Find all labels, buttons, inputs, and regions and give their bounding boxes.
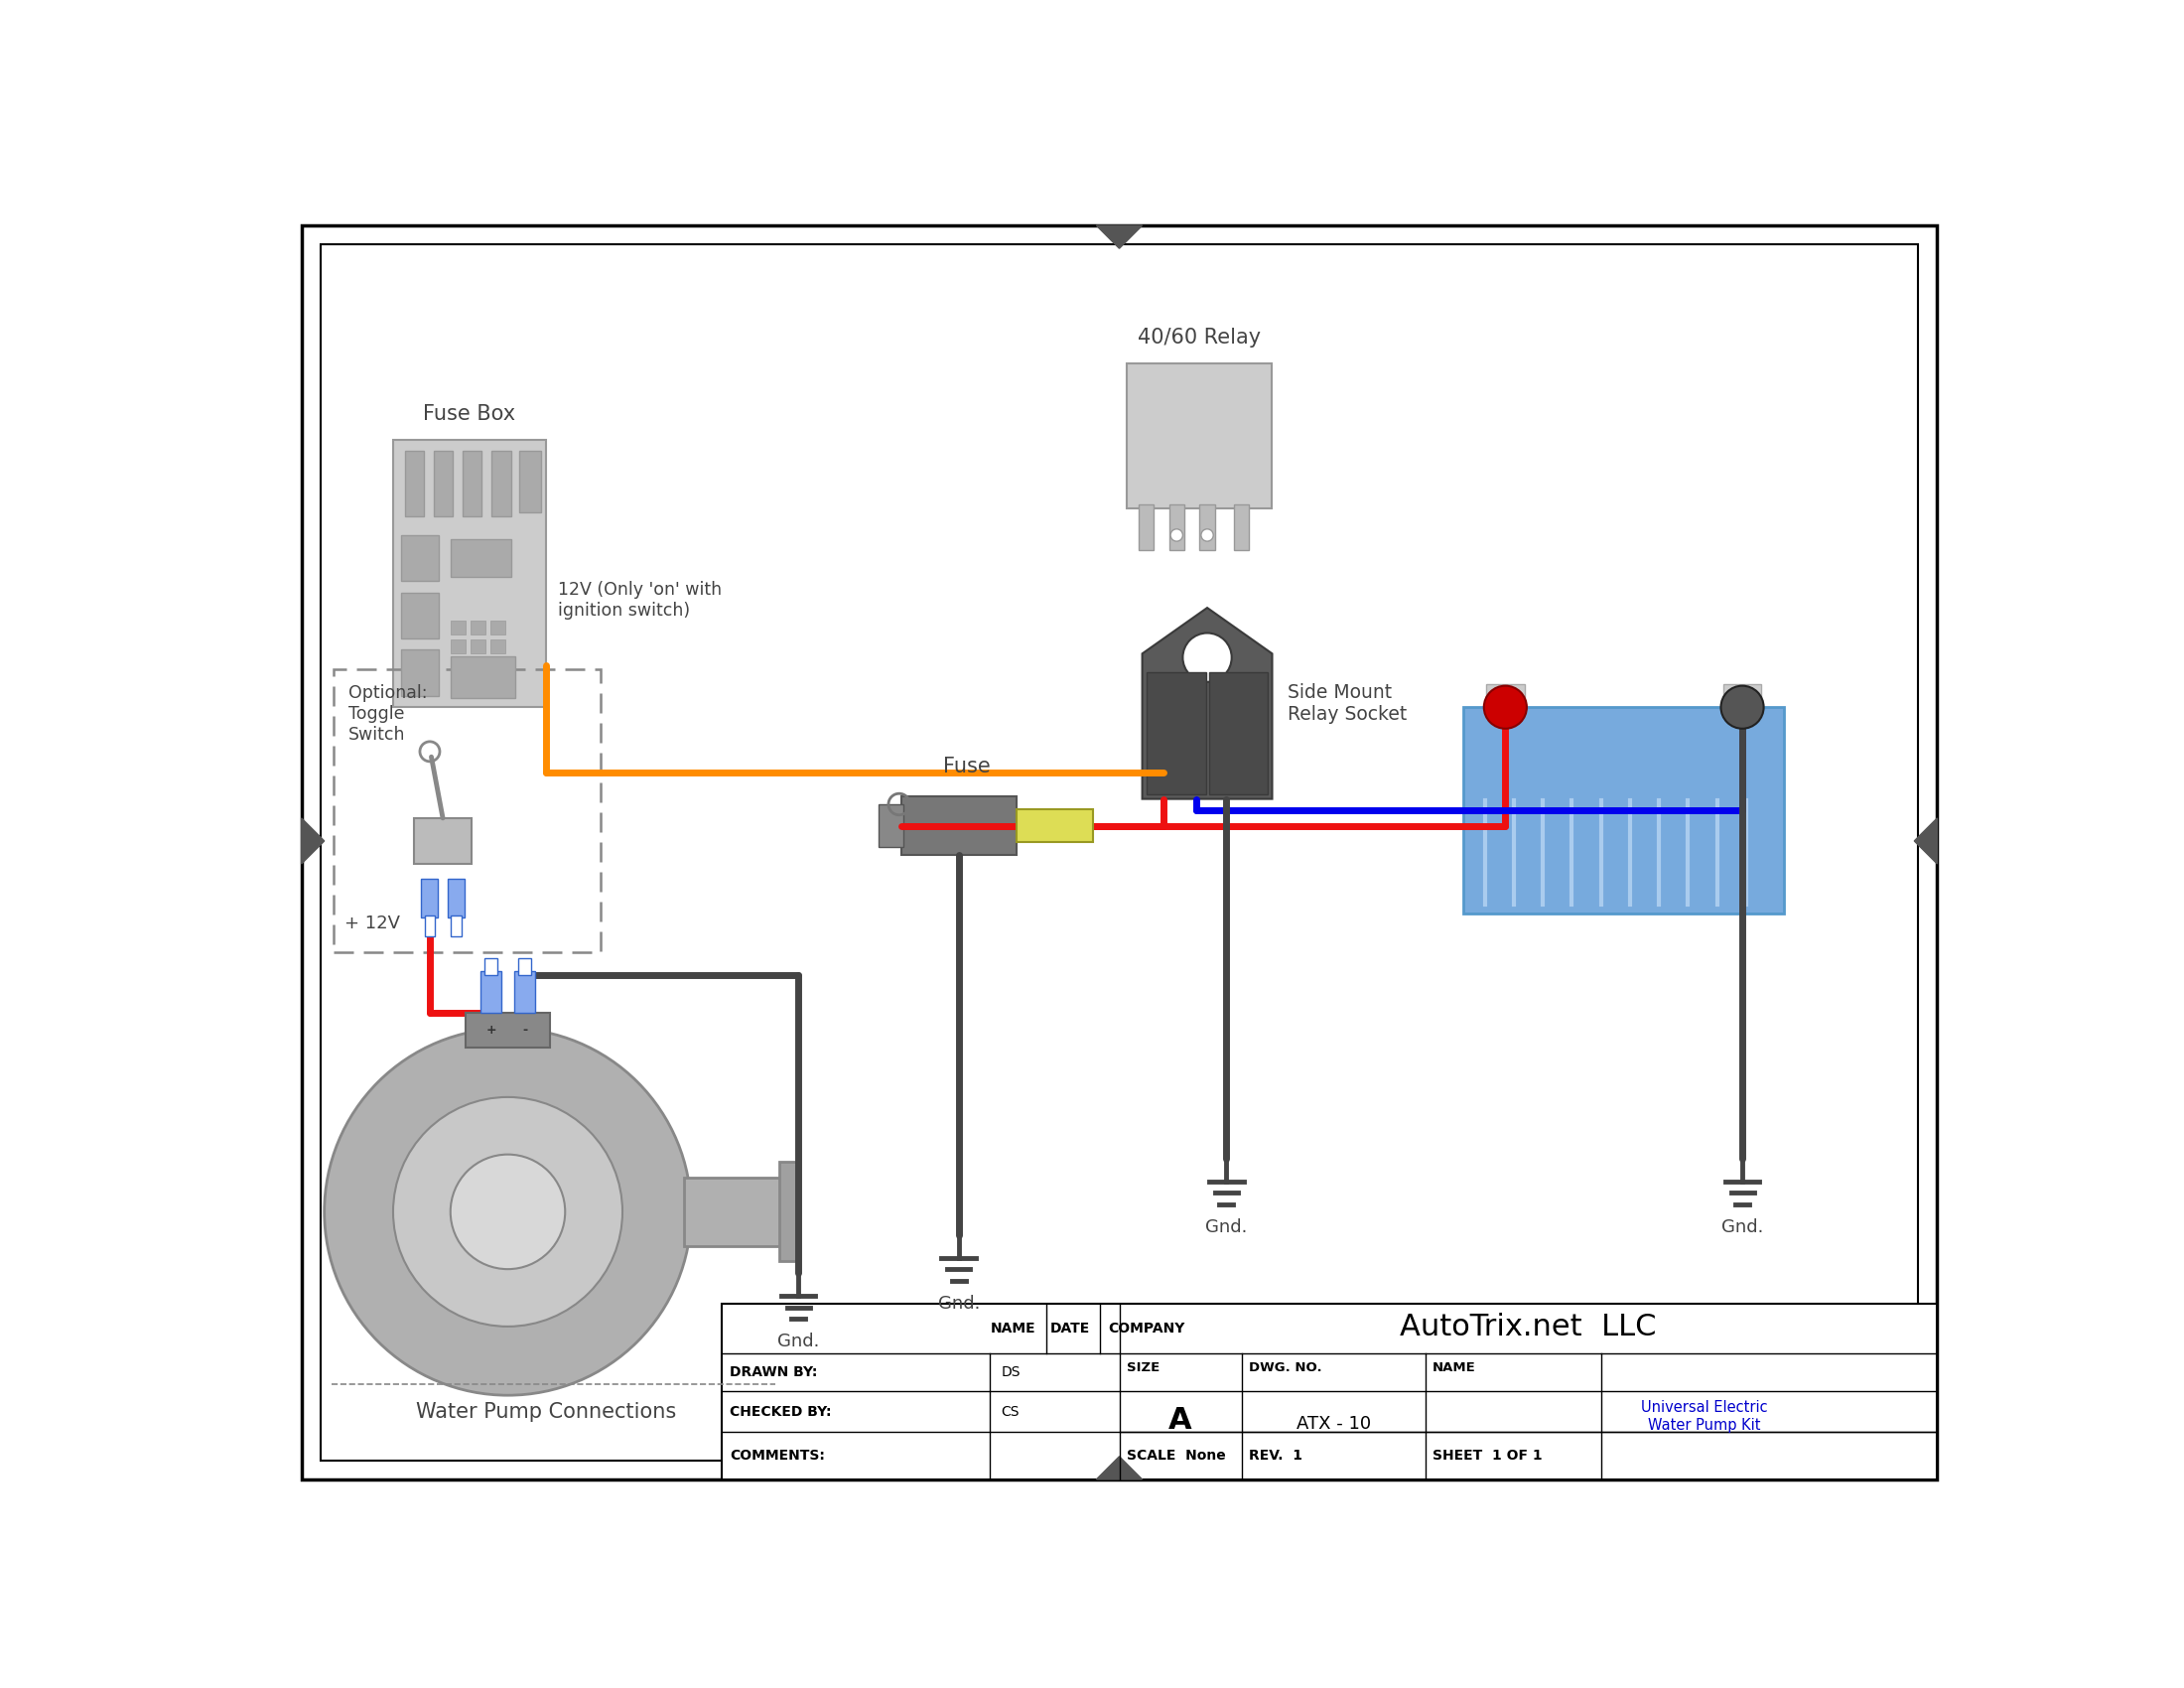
Bar — [402, 650, 439, 695]
Bar — [465, 1013, 550, 1047]
Bar — [491, 451, 511, 517]
Text: NAME: NAME — [992, 1322, 1035, 1335]
Text: NAME: NAME — [1433, 1361, 1476, 1374]
Text: Fuse Box: Fuse Box — [424, 405, 515, 424]
Circle shape — [1171, 528, 1184, 542]
Text: + 12V: + 12V — [345, 915, 400, 933]
Circle shape — [325, 1028, 690, 1396]
Bar — [1168, 505, 1184, 550]
Text: SCALE  None: SCALE None — [1127, 1448, 1225, 1462]
Text: REV.  1: REV. 1 — [1249, 1448, 1304, 1462]
Bar — [422, 879, 439, 918]
Text: ATX - 10: ATX - 10 — [1295, 1415, 1372, 1433]
Bar — [518, 959, 531, 974]
Bar — [413, 819, 472, 864]
Bar — [1138, 505, 1153, 550]
Circle shape — [1721, 685, 1765, 729]
Bar — [402, 592, 439, 638]
Bar — [684, 1178, 784, 1246]
Bar — [450, 915, 461, 937]
Text: Gnd.: Gnd. — [778, 1332, 819, 1350]
Polygon shape — [1142, 608, 1271, 798]
Bar — [1127, 363, 1271, 508]
Bar — [424, 915, 435, 937]
Circle shape — [1184, 633, 1232, 682]
Text: AutoTrix.net  LLC: AutoTrix.net LLC — [1400, 1313, 1658, 1342]
Text: Side Mount
Relay Socket: Side Mount Relay Socket — [1289, 684, 1406, 724]
Text: 12V (Only 'on' with
ignition switch): 12V (Only 'on' with ignition switch) — [557, 581, 721, 619]
Bar — [485, 959, 498, 974]
Bar — [1463, 707, 1784, 913]
Bar — [513, 971, 535, 1013]
Text: DS: DS — [1000, 1366, 1020, 1379]
Circle shape — [450, 1155, 566, 1269]
Bar — [1487, 684, 1524, 707]
Bar — [902, 797, 1016, 854]
Polygon shape — [1096, 1457, 1142, 1479]
Text: Water Pump Connections: Water Pump Connections — [415, 1403, 677, 1421]
Bar — [470, 621, 485, 635]
Bar — [878, 803, 902, 847]
Bar — [1234, 505, 1249, 550]
Circle shape — [1483, 685, 1527, 729]
Text: Universal Electric
Water Pump Kit: Universal Electric Water Pump Kit — [1640, 1401, 1767, 1433]
Circle shape — [393, 1097, 622, 1327]
Text: DWG. NO.: DWG. NO. — [1249, 1361, 1321, 1374]
Text: A: A — [1168, 1406, 1192, 1435]
Bar — [470, 658, 485, 674]
Text: -: - — [522, 1025, 526, 1036]
Bar — [463, 451, 483, 517]
Text: Gnd.: Gnd. — [1206, 1219, 1247, 1236]
Bar — [1016, 809, 1092, 842]
Bar — [450, 657, 515, 699]
Bar — [334, 668, 601, 952]
Text: Gnd.: Gnd. — [937, 1295, 981, 1312]
Text: COMMENTS:: COMMENTS: — [729, 1448, 826, 1462]
Polygon shape — [301, 819, 323, 864]
Bar — [1199, 505, 1214, 550]
Text: SIZE: SIZE — [1127, 1361, 1160, 1374]
Bar — [404, 451, 424, 517]
Bar — [721, 1303, 1937, 1479]
Bar — [1723, 684, 1760, 707]
Text: CS: CS — [1000, 1404, 1020, 1418]
Text: SHEET  1 OF 1: SHEET 1 OF 1 — [1433, 1448, 1542, 1462]
Bar — [780, 1161, 799, 1261]
Circle shape — [1201, 528, 1214, 542]
Polygon shape — [1096, 226, 1142, 248]
Text: COMPANY: COMPANY — [1107, 1322, 1184, 1335]
Bar — [520, 451, 542, 511]
Text: Optional:
Toggle
Switch: Optional: Toggle Switch — [349, 684, 428, 743]
Text: +: + — [485, 1025, 496, 1036]
Bar — [1147, 672, 1206, 795]
Text: 40/60 Relay: 40/60 Relay — [1138, 327, 1260, 348]
Bar — [470, 640, 485, 653]
Bar — [489, 621, 505, 635]
Bar — [402, 535, 439, 581]
Bar — [1208, 672, 1267, 795]
Bar — [450, 538, 511, 577]
Bar — [489, 658, 505, 674]
Text: Gnd.: Gnd. — [1721, 1219, 1762, 1236]
Bar — [450, 621, 465, 635]
Text: DATE: DATE — [1051, 1322, 1090, 1335]
Text: Fuse: Fuse — [943, 756, 989, 776]
Bar — [450, 658, 465, 674]
Bar — [393, 439, 546, 707]
Bar — [489, 640, 505, 653]
Bar — [448, 879, 465, 918]
Text: DRAWN BY:: DRAWN BY: — [729, 1366, 817, 1379]
Bar — [435, 451, 452, 517]
Bar — [450, 640, 465, 653]
Bar — [480, 971, 502, 1013]
Polygon shape — [1913, 819, 1937, 864]
Text: CHECKED BY:: CHECKED BY: — [729, 1404, 832, 1418]
